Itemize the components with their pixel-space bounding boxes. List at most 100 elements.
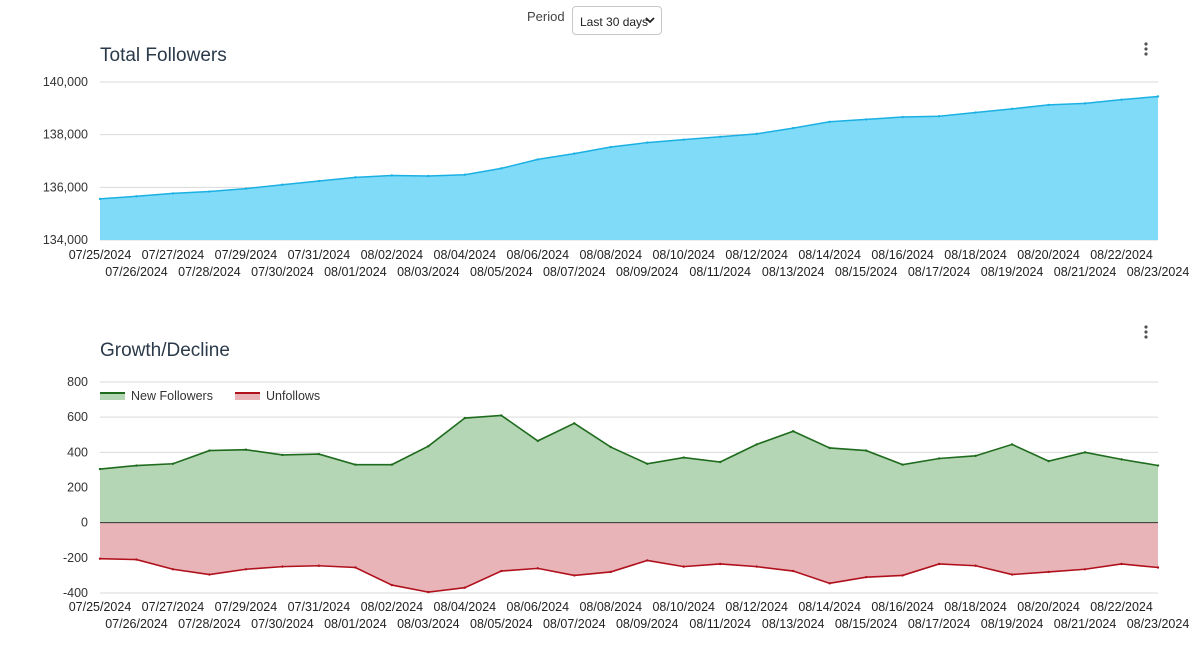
y-tick-label: 136,000 [43,180,88,194]
unfollows-point [755,565,758,568]
x-tick-label: 08/03/2024 [397,265,460,279]
legend-label-new-followers: New Followers [131,389,213,403]
x-tick-label: 08/05/2024 [470,265,533,279]
followers-point [646,141,649,144]
x-tick-label: 08/16/2024 [871,600,934,614]
new-followers-point [244,448,248,451]
new-followers-point [682,456,685,459]
y-tick-label: -400 [63,586,88,600]
x-tick-label: 08/06/2024 [507,600,570,614]
x-tick-label: 08/07/2024 [543,265,606,279]
x-tick-label: 08/14/2024 [798,248,861,262]
new-followers-point [500,414,503,417]
unfollows-point [1156,566,1160,569]
x-tick-label: 08/18/2024 [944,248,1007,262]
new-followers-point [1083,451,1087,454]
new-followers-point [317,452,321,456]
x-tick-label: 07/28/2024 [178,265,241,279]
followers-point [1120,98,1123,101]
x-tick-label: 08/20/2024 [1017,248,1080,262]
followers-point [281,183,284,186]
unfollows-area [100,522,1158,593]
x-tick-label: 08/18/2024 [944,600,1007,614]
x-tick-label: 08/15/2024 [835,617,898,631]
x-tick-label: 08/04/2024 [434,600,497,614]
unfollows-point [500,569,503,573]
x-tick-label: 08/08/2024 [579,248,642,262]
followers-point [682,138,685,141]
followers-point [536,158,539,161]
new-followers-point [609,445,612,449]
unfollows-point [244,568,248,571]
unfollows-point [864,575,868,579]
followers-point [974,111,977,114]
x-tick-label: 08/20/2024 [1017,600,1080,614]
x-tick-label: 08/15/2024 [835,265,898,279]
new-followers-point [719,460,722,464]
new-followers-point [463,416,467,420]
followers-point [937,115,941,118]
followers-point [354,176,357,179]
x-tick-label: 08/16/2024 [871,248,934,262]
unfollows-point [791,569,795,573]
followers-chart: 134,000 136,000 138,000 140,000 07/25/2024 07… [43,75,1190,279]
x-tick-label: 08/01/2024 [324,265,387,279]
unfollows-point [536,567,539,570]
period-select-value: Last 30 days [580,15,649,29]
followers-point [1083,102,1087,105]
kebab-menu-icon[interactable] [1141,324,1151,340]
new-followers-point [864,449,868,452]
x-tick-label: 08/23/2024 [1127,617,1190,631]
chart-title-growth: Growth/Decline [100,340,230,361]
x-tick-label: 07/30/2024 [251,265,314,279]
x-tick-label: 08/09/2024 [616,617,679,631]
unfollows-point [171,568,175,571]
kebab-menu-icon[interactable] [1141,41,1151,57]
x-tick-label: 07/29/2024 [215,600,278,614]
new-followers-point [791,430,795,433]
new-followers-point [755,443,758,446]
y-tick-label: 800 [67,375,88,389]
x-tick-label: 07/26/2024 [105,617,168,631]
x-tick-label: 07/31/2024 [288,248,351,262]
new-followers-point [573,422,576,425]
unfollows-point [1010,573,1014,576]
x-tick-label: 08/23/2024 [1127,265,1190,279]
new-followers-point [901,463,904,466]
new-followers-point [427,444,430,448]
unfollows-point [1120,562,1123,566]
y-tick-label: 600 [67,410,88,424]
unfollows-point [937,562,941,566]
unfollows-point [281,565,284,568]
new-followers-point [1156,464,1160,467]
followers-point [463,173,467,176]
period-select[interactable]: Last 30 days [572,6,662,35]
new-followers-line [99,414,1159,470]
x-tick-label: 08/13/2024 [762,617,825,631]
new-followers-point [98,467,102,471]
new-followers-point [135,464,138,467]
x-tick-label: 08/19/2024 [981,265,1044,279]
x-tick-label: 07/25/2024 [69,248,132,262]
unfollows-point [974,564,977,567]
new-followers-point [208,449,211,452]
followers-point [98,197,102,201]
x-tick-label: 07/27/2024 [142,600,205,614]
followers-point [828,120,831,123]
chart-title-followers: Total Followers [100,45,227,66]
unfollows-point [901,574,904,577]
x-tick-label: 08/08/2024 [579,600,642,614]
x-tick-label: 08/10/2024 [652,600,715,614]
x-tick-label: 08/12/2024 [725,600,788,614]
new-followers-point [1047,459,1050,463]
x-tick-label: 08/22/2024 [1090,600,1153,614]
x-tick-label: 08/14/2024 [798,600,861,614]
y-tick-label: 138,000 [43,128,88,142]
followers-line [99,95,1159,200]
new-followers-point [536,439,539,443]
unfollows-point [390,583,394,587]
x-tick-label: 08/17/2024 [908,265,971,279]
followers-point [135,195,138,198]
unfollows-point [463,586,467,589]
